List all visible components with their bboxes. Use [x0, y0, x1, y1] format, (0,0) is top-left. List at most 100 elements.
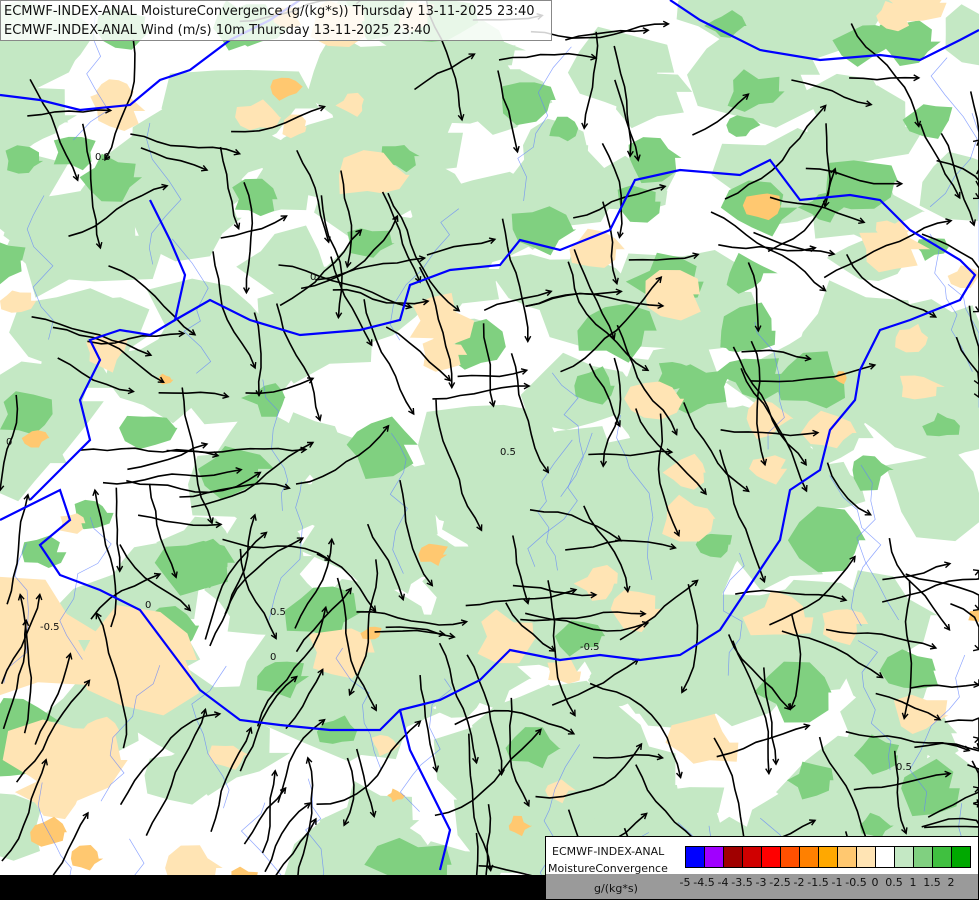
wind-streamline [34, 653, 72, 745]
divergence-area-strong [508, 815, 533, 837]
legend-swatch [895, 847, 914, 867]
wind-streamline [119, 544, 191, 611]
wind-streamline [418, 266, 453, 388]
divergence-area [573, 565, 618, 601]
wind-streamline [602, 357, 622, 467]
convergence-area-strong [853, 734, 900, 775]
wind-streamline [750, 340, 766, 466]
convergence-area-strong [53, 136, 96, 171]
wind-arrow-head [23, 493, 31, 501]
wind-streamline [735, 589, 847, 601]
wind-arrow-head [157, 376, 165, 384]
contour-label: 0.5 [500, 447, 516, 458]
river [100, 665, 161, 802]
wind-streamline [81, 123, 102, 249]
wind-streamline [27, 109, 111, 117]
wind-arrow-head [35, 592, 43, 601]
convergence-area-strong [879, 20, 941, 66]
river [517, 46, 572, 201]
convergence-area [0, 150, 72, 254]
wind-arrow-head [973, 742, 979, 750]
wind-streamline [505, 602, 556, 652]
wind-arrow-head [673, 529, 681, 538]
wind-streamline [316, 720, 421, 805]
legend-tick-label: 2 [947, 876, 955, 889]
wind-streamline [95, 612, 128, 749]
wind-streamline [718, 244, 816, 252]
wind-arrow-head [754, 325, 762, 333]
wind-streamline [434, 728, 542, 817]
wind-streamline [616, 324, 678, 435]
wind-arrow-head [759, 575, 766, 584]
wind-streamline [497, 70, 519, 153]
wind-streamline [512, 535, 529, 604]
divergence-area [96, 79, 134, 105]
wind-arrow-head [864, 509, 873, 516]
wind-arrow-head [642, 27, 650, 35]
wind-streamline [781, 630, 883, 679]
river [857, 640, 892, 771]
wind-arrow-head [366, 339, 373, 347]
contour-label: 0 [6, 437, 12, 448]
wind-arrow-head [290, 675, 298, 683]
wind-streamline [419, 675, 438, 772]
wind-arrow-head [581, 122, 589, 130]
wind-streamline [264, 802, 311, 873]
wind-arrow-head [669, 543, 677, 550]
convergence-area-strong [879, 649, 939, 689]
divergence-area [371, 735, 401, 757]
wind-arrow-head [700, 488, 707, 496]
contour-label: 0.5 [896, 762, 912, 773]
convergence-area [144, 745, 218, 805]
wind-arrow-head [327, 537, 335, 545]
wind-arrow-head [300, 446, 308, 454]
wind-streamline [466, 654, 503, 775]
wind-streamline [243, 182, 254, 293]
wind-streamline [381, 191, 421, 283]
divergence-area [86, 334, 128, 373]
wind-arrow-head [800, 458, 807, 467]
divergence-area-strong [70, 845, 104, 871]
wind-streamline [823, 219, 952, 279]
wind-arrow-head [809, 819, 817, 826]
wind-arrow-head [171, 571, 178, 579]
wind-arrow-head [742, 93, 750, 101]
convergence-area-strong [381, 145, 420, 173]
river [829, 475, 882, 627]
wind-arrow-head [590, 591, 598, 599]
river [947, 284, 979, 408]
divergence-area [335, 92, 364, 117]
wind-streamline [850, 23, 920, 127]
wind-arrow-head [161, 183, 169, 191]
wind-arrow-head [270, 632, 277, 640]
wind-arrow-head [615, 288, 623, 296]
wind-streamline [619, 579, 699, 641]
wind-arrow-head [345, 587, 353, 595]
wind-arrow-head [310, 817, 317, 825]
wind-streamline [888, 537, 951, 631]
river [929, 57, 978, 208]
convergence-area-strong [714, 358, 789, 401]
wind-streamline [366, 523, 404, 600]
convergence-area-strong [505, 727, 561, 769]
legend-swatch [933, 847, 952, 867]
wind-arrow-head [369, 605, 377, 613]
color-legend: ECMWF-INDEX-ANAL MoistureConvergence g/(… [545, 836, 979, 900]
wind-streamline [115, 487, 121, 572]
divergence-area-strong [387, 788, 406, 803]
wind-streamline [732, 640, 770, 774]
wind-arrow-head [405, 302, 413, 310]
wind-arrow-head [145, 350, 153, 357]
wind-arrow-head [868, 363, 877, 370]
wind-streamline [179, 482, 290, 498]
wind-arrow-head [655, 276, 663, 284]
wind-arrow-head [348, 688, 355, 697]
river [527, 432, 593, 567]
wind-arrow-head [972, 644, 979, 652]
wind-streamline [231, 105, 325, 133]
wind-arrow-head [639, 610, 647, 618]
wind-streamline [426, 238, 496, 256]
wind-arrow-head [215, 521, 223, 529]
wind-streamline [454, 709, 575, 735]
